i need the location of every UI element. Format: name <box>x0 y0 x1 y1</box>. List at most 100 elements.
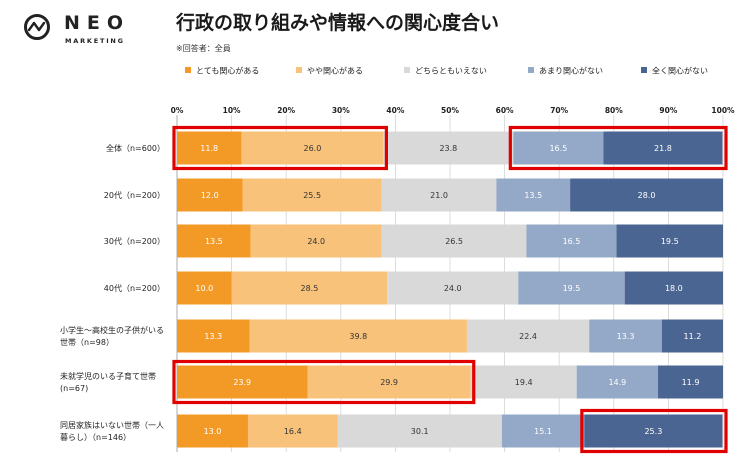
bar-value-label: 26.5 <box>445 237 463 246</box>
x-tick-label: 60% <box>496 106 514 115</box>
bar-segment <box>616 224 723 258</box>
bar-value-label: 23.9 <box>233 378 251 387</box>
legend-swatch-3 <box>404 67 410 73</box>
bar-value-label: 28.5 <box>300 284 318 293</box>
bar-segment <box>250 224 382 258</box>
legend-swatch-1 <box>185 67 191 73</box>
bar-segment <box>661 319 723 353</box>
bar-value-label: 19.4 <box>515 378 533 387</box>
bars-group: 11.8 26.0 23.8 16.5 21.8 12.0 25.5 21.0 13.5 28.0… <box>177 131 723 448</box>
bar-value-label: 19.5 <box>661 237 679 246</box>
legend-label-2: やや関心がある <box>307 66 363 76</box>
bar-segment <box>307 365 471 399</box>
bar-value-label: 16.5 <box>549 144 567 153</box>
chart-title: 行政の取り組みや情報への関心度合い <box>176 12 500 34</box>
category-labels: 全体（n=600） 20代（n=200） 30代（n=200） 40代（n=200） 小… <box>60 143 165 442</box>
x-tick-label: 80% <box>605 106 623 115</box>
x-tick-label: 100% <box>711 106 735 115</box>
bar-value-label: 19.5 <box>563 284 581 293</box>
logo-circle-icon <box>24 14 50 40</box>
highlight-box <box>172 125 388 171</box>
category-label: 30代（n=200） <box>104 236 165 246</box>
bar-value-label: 11.8 <box>200 144 218 153</box>
bar-segment <box>576 365 659 399</box>
bar-segment <box>177 224 251 258</box>
legend-swatch-5 <box>641 67 647 73</box>
x-tick-label: 20% <box>277 106 295 115</box>
bar-segment <box>501 414 585 448</box>
bar-value-label: 29.9 <box>380 378 398 387</box>
bar-segment <box>383 131 514 165</box>
highlight-box <box>172 359 476 405</box>
category-label: 世帯（n=98） <box>60 337 114 347</box>
category-label: 40代（n=200） <box>104 283 165 293</box>
bar-value-label: 21.0 <box>430 191 448 200</box>
logo-subtext: MARKETING <box>65 37 125 45</box>
bar-segment <box>387 271 519 305</box>
bar-segment <box>624 271 723 305</box>
bar-segment <box>381 224 527 258</box>
bar-value-label: 11.9 <box>682 378 700 387</box>
bar-segment <box>589 319 662 353</box>
bar-value-label: 24.0 <box>444 284 462 293</box>
x-tick-label: 50% <box>441 106 459 115</box>
bar-value-label: 30.1 <box>411 427 429 436</box>
legend-label-3: どちらともいえない <box>415 67 487 76</box>
bar-segment <box>249 319 467 353</box>
bar-segment <box>242 178 382 212</box>
bar-value-label: 13.0 <box>204 427 222 436</box>
highlight-boxes <box>172 125 728 454</box>
category-label: 未就学児のいる子育て世帯 <box>60 371 156 381</box>
bar-value-label: 28.0 <box>638 191 656 200</box>
bar-value-label: 21.8 <box>654 144 672 153</box>
bar-segment <box>466 319 590 353</box>
bar-value-label: 15.1 <box>534 427 552 436</box>
logo-text: NEO <box>64 12 131 34</box>
bar-value-label: 23.8 <box>439 144 457 153</box>
bar-segment <box>658 365 723 399</box>
bar-segment <box>381 178 497 212</box>
legend-label-1: とても関心がある <box>196 66 259 76</box>
x-axis-ticks: 0% 10% 20% 30% 40% 50% 60% 70% 80% 90% 100% <box>171 106 735 115</box>
category-label: 暮らし）（n=146） <box>60 432 131 442</box>
bar-value-label: 12.0 <box>201 191 219 200</box>
bar-value-label: 13.3 <box>204 332 222 341</box>
chart-legend: とても関心がある やや関心がある どちらともいえない あまり関心がない 全く関心がない <box>185 66 708 76</box>
bar-segment <box>496 178 571 212</box>
bar-value-label: 24.0 <box>307 237 325 246</box>
bar-value-label: 26.0 <box>304 144 322 153</box>
x-tick-label: 0% <box>171 106 184 115</box>
bar-value-label: 25.3 <box>644 427 662 436</box>
bar-segment <box>177 365 308 399</box>
x-tick-label: 10% <box>223 106 241 115</box>
bar-segment <box>177 414 248 448</box>
x-tick-label: 40% <box>386 106 404 115</box>
bar-value-label: 16.5 <box>563 237 581 246</box>
neo-marketing-logo: NEO MARKETING <box>20 10 140 50</box>
bar-value-label: 13.3 <box>617 332 635 341</box>
highlight-box <box>508 125 728 171</box>
bar-value-label: 18.0 <box>665 284 683 293</box>
legend-swatch-2 <box>296 67 302 73</box>
logo-wave-icon <box>28 21 46 32</box>
category-label: 小学生～高校生の子供がいる <box>60 325 164 335</box>
bar-segment <box>570 178 723 212</box>
bar-segment <box>513 131 604 165</box>
bar-segment <box>177 319 250 353</box>
category-label: 同居家族はいない世帯（一人 <box>60 420 164 430</box>
legend-swatch-4 <box>528 67 534 73</box>
legend-label-4: あまり関心がない <box>539 66 603 76</box>
bar-segment <box>470 365 577 399</box>
bar-segment <box>337 414 502 448</box>
bar-value-label: 14.9 <box>608 378 626 387</box>
category-label: 全体（n=600） <box>106 143 165 153</box>
bar-segment <box>518 271 625 305</box>
bar-value-label: 39.8 <box>349 332 367 341</box>
bar-value-label: 13.5 <box>524 191 542 200</box>
category-label: 20代（n=200） <box>104 190 165 200</box>
respondent-note: ※回答者：全員 <box>176 44 231 53</box>
bar-segment <box>241 131 384 165</box>
highlight-box <box>580 408 728 454</box>
bar-value-label: 10.0 <box>195 284 213 293</box>
